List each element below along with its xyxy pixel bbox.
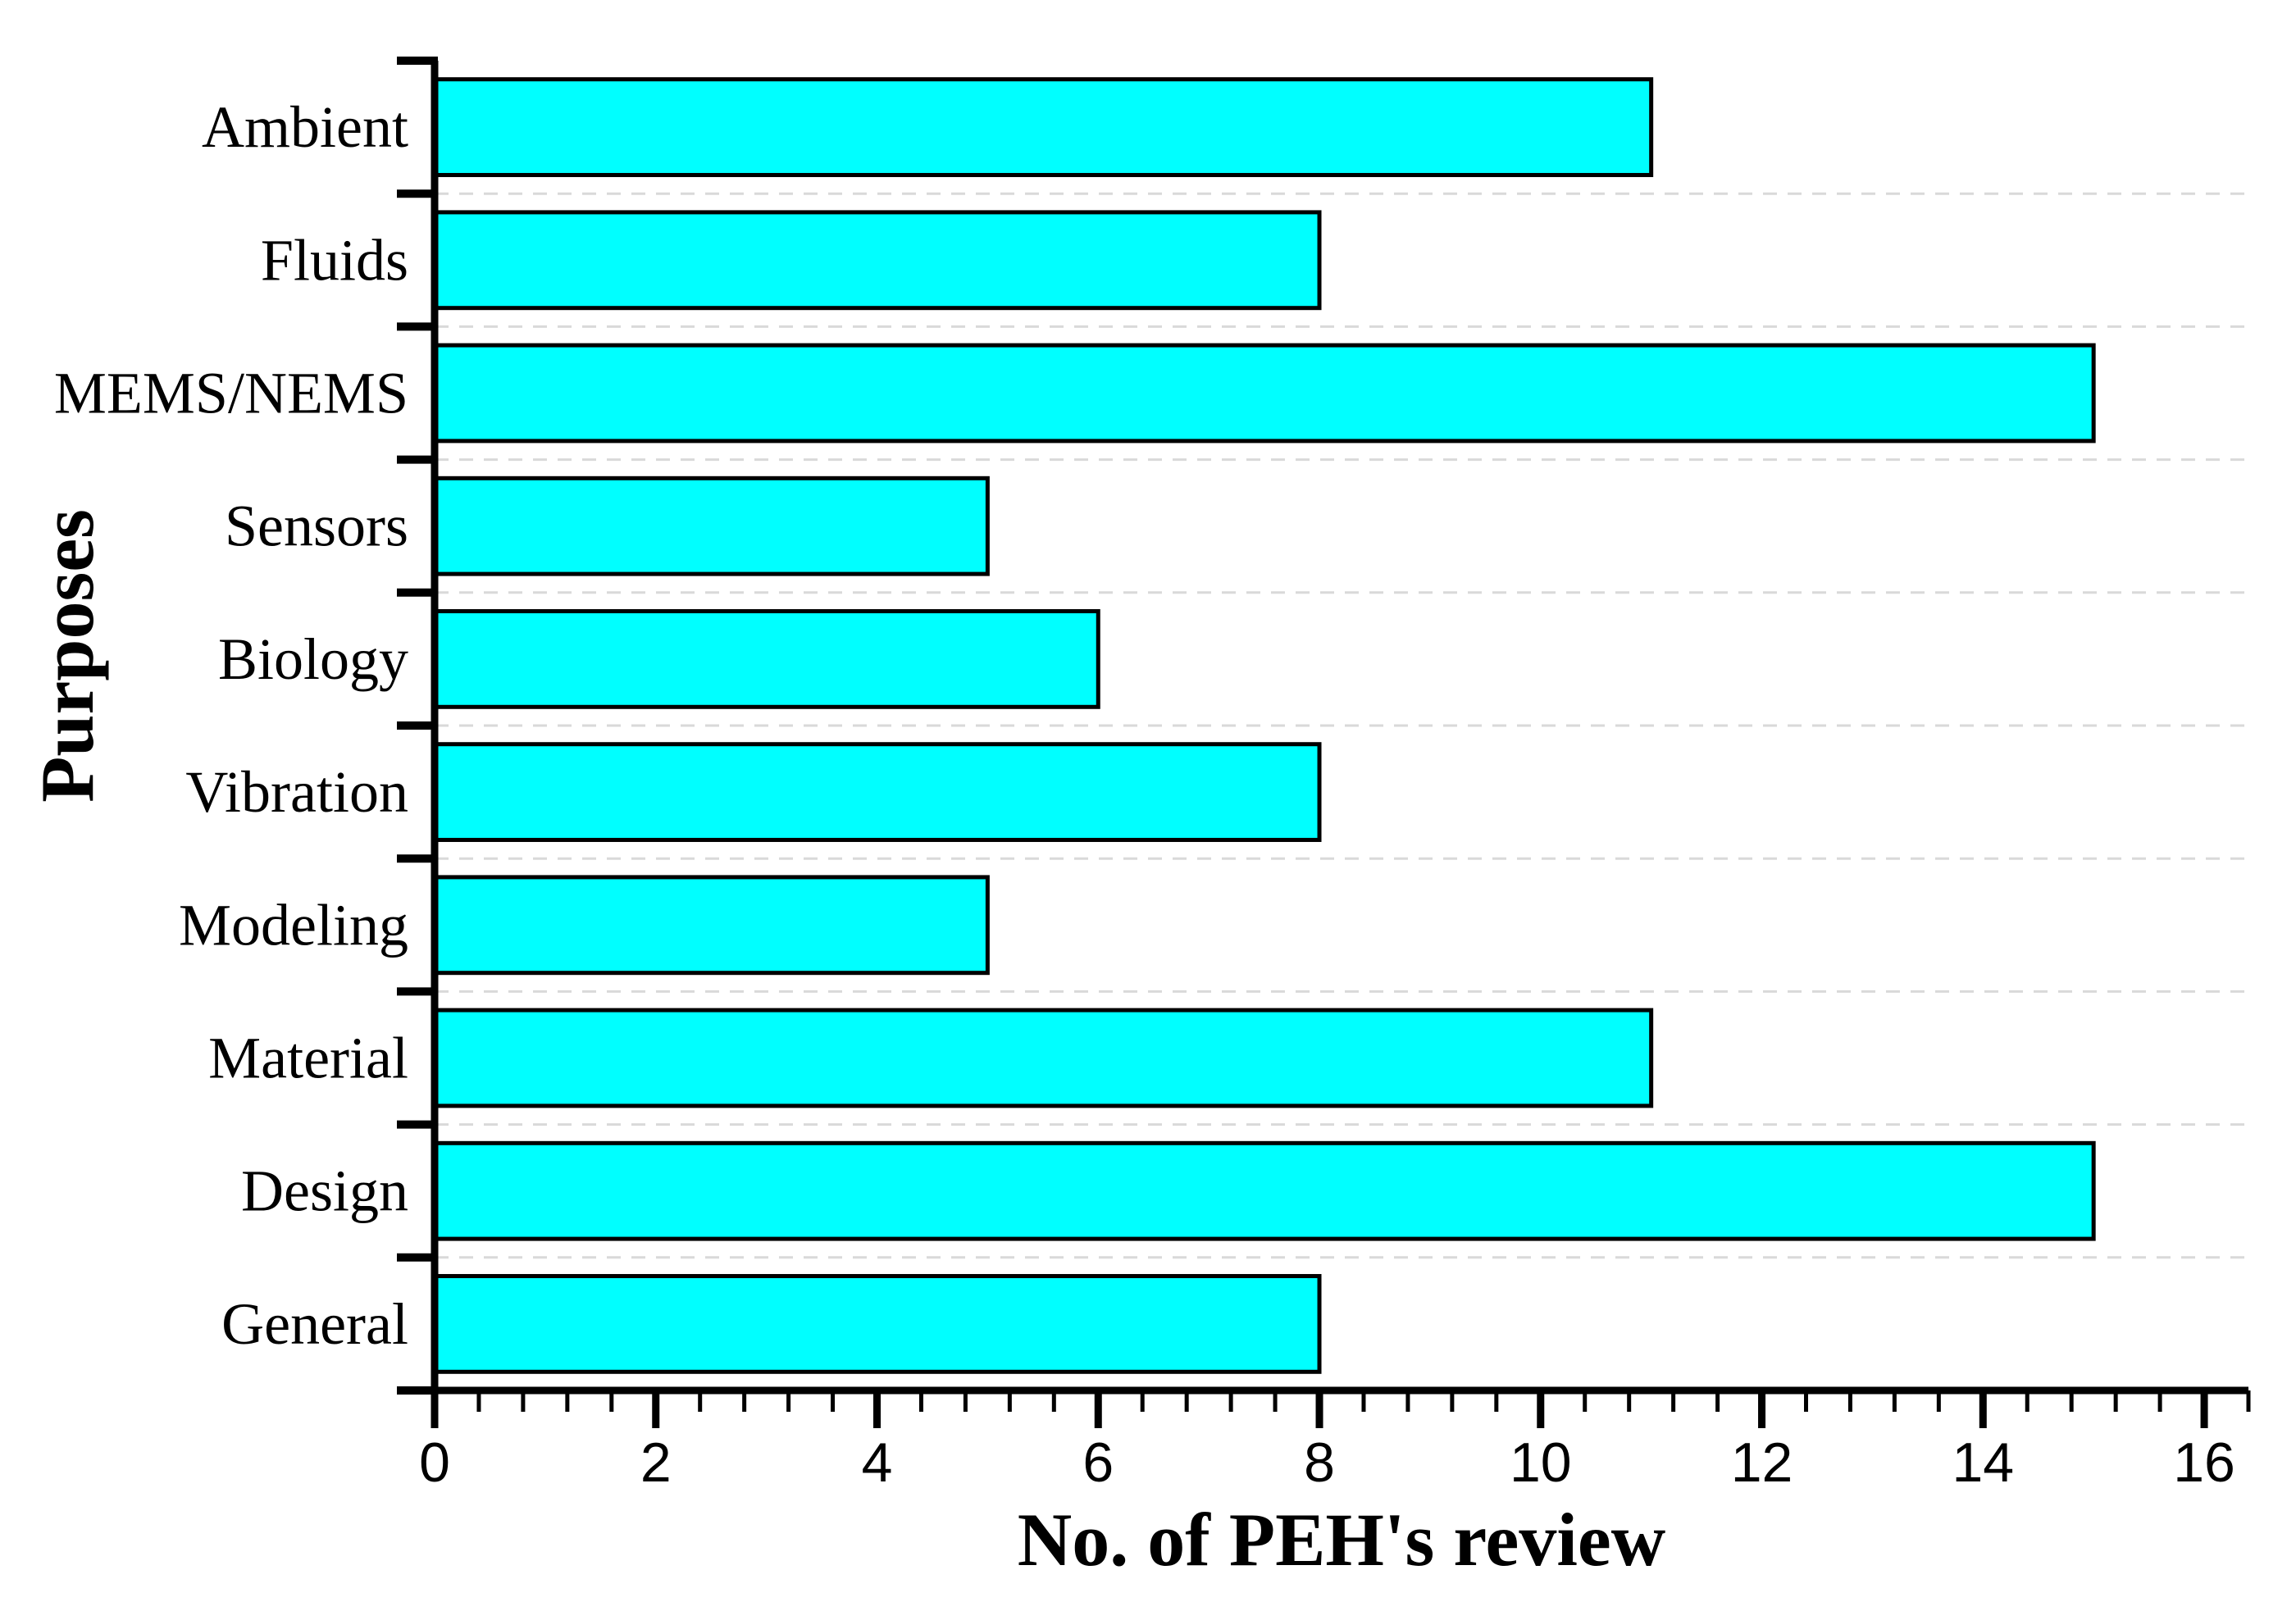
x-tick-label-4: 4 <box>862 1431 893 1494</box>
category-label-material: Material <box>208 1026 408 1091</box>
category-label-ambient: Ambient <box>202 94 408 160</box>
bar-ambient <box>432 77 1654 177</box>
bar-modeling <box>432 875 990 976</box>
bar-biology <box>432 609 1100 709</box>
x-tick-label-6: 6 <box>1082 1431 1114 1494</box>
category-label-sensors: Sensors <box>225 494 408 559</box>
bar-sensors <box>432 476 990 576</box>
x-tick-label-0: 0 <box>419 1431 450 1494</box>
x-tick-label-2: 2 <box>640 1431 672 1494</box>
x-tick-label-14: 14 <box>1952 1431 2014 1494</box>
x-axis-title: No. of PEH's review <box>1017 1498 1666 1581</box>
bar-mems-nems <box>432 343 2096 444</box>
category-label-mems-nems: MEMS/NEMS <box>54 361 408 426</box>
category-label-fluids: Fluids <box>261 227 408 293</box>
bar-general <box>432 1274 1322 1374</box>
bar-material <box>432 1008 1654 1108</box>
y-axis-title: Purposes <box>25 509 109 803</box>
x-tick-label-10: 10 <box>1510 1431 1572 1494</box>
bar-fluids <box>432 210 1322 311</box>
category-label-design: Design <box>241 1158 408 1224</box>
x-tick-label-16: 16 <box>2173 1431 2235 1494</box>
bar-vibration <box>432 742 1322 842</box>
x-tick-label-8: 8 <box>1304 1431 1335 1494</box>
category-label-vibration: Vibration <box>185 759 408 825</box>
bar-design <box>432 1140 2096 1241</box>
category-label-general: General <box>221 1291 408 1357</box>
category-label-biology: Biology <box>218 626 408 692</box>
x-tick-label-12: 12 <box>1731 1431 1793 1494</box>
category-label-modeling: Modeling <box>179 892 408 958</box>
